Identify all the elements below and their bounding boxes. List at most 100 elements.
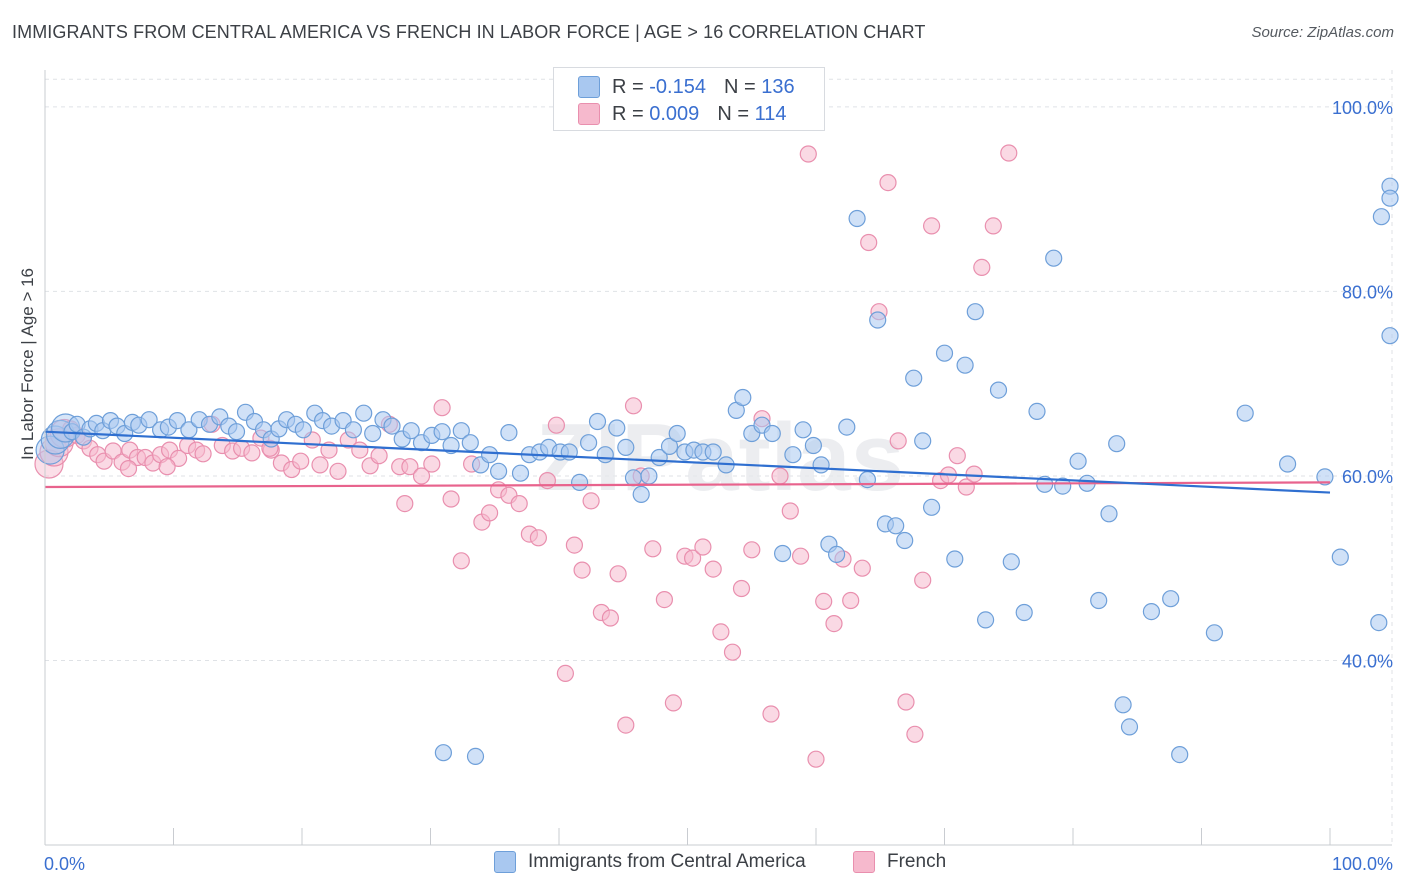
french-point [762,705,780,723]
central-america-point [976,611,995,629]
french-point [771,467,789,485]
central-america-point [632,485,650,503]
french-point [194,445,212,463]
french-point [401,458,419,476]
legend-n-label: N = [717,102,749,125]
legend-row-french: R = 0.009 N = 114 [578,101,786,127]
central-america-trend-line [44,430,1331,494]
central-america-point [1381,327,1399,345]
french-point [743,541,761,559]
central-america-point [887,517,905,535]
central-america-point [1114,696,1132,714]
central-america-point [956,356,974,374]
french-point [158,458,176,476]
french-point [860,233,878,252]
french-point [914,571,932,589]
central-america-point [946,550,964,568]
french-point [655,590,674,609]
trend-lines [44,430,1331,494]
bottom-legend-swatch-blue [494,851,516,873]
central-america-point [579,434,598,452]
central-america-point [858,471,877,489]
central-america-point [466,747,485,766]
french-point [396,495,414,513]
central-america-point [922,498,941,516]
central-america-point [935,344,954,362]
central-america-point [500,424,518,442]
central-america-point [1028,402,1046,420]
central-america-point [35,435,65,465]
central-america-point [1069,452,1087,470]
central-america-point [383,417,401,435]
central-america-point [660,437,679,455]
central-america-point [1372,208,1391,226]
central-america-point [1100,505,1118,523]
french-point [119,460,138,478]
french-point [601,609,620,627]
bottom-legend-french: French [853,851,946,873]
central-america-point [1278,455,1297,473]
central-america-point [227,423,246,441]
french-point [565,536,584,554]
central-america-point [1120,718,1139,736]
central-america-point [640,467,658,485]
central-america-point [1370,613,1388,632]
central-america-point [1142,602,1161,621]
bottom-legend-swatch-pink [853,851,875,873]
french-point [452,552,470,570]
french-point [799,145,817,163]
central-america-point [570,473,589,491]
central-america-point [838,418,856,436]
central-america-points [35,177,1399,766]
central-america-point [434,744,452,762]
french-point [1000,144,1018,162]
french-point [624,397,643,415]
central-america-point [617,438,635,456]
bottom-legend-central-america: Immigrants from Central America [494,851,806,873]
french-point [609,565,627,583]
french-point [889,432,907,450]
stats-legend: R = -0.154 N = 136 R = 0.009 N = 114 [553,67,825,131]
french-point [170,449,188,467]
central-america-point [168,412,186,430]
central-america-point [905,369,923,387]
french-point [825,614,843,633]
french-point [815,592,833,611]
french-point [807,750,825,768]
central-america-point [794,421,812,439]
central-america-point [734,388,752,407]
bottom-legend-label: Immigrants from Central America [528,851,806,872]
french-point [370,447,388,465]
central-america-point [490,462,508,480]
french-point [442,490,460,508]
central-america-point [608,419,626,437]
central-america-point [588,412,607,431]
chart-title: IMMIGRANTS FROM CENTRAL AMERICA VS FRENC… [12,22,926,42]
french-point [481,504,499,522]
central-america-point [827,545,846,564]
central-america-point [294,421,312,439]
central-america-point [1108,435,1126,453]
y-tick-label: 40.0% [1342,651,1393,671]
bottom-legend-label: French [887,851,947,872]
central-america-point [1054,477,1072,495]
central-america-point [481,446,499,464]
central-america-point [461,434,479,452]
legend-row-central-america: R = -0.154 N = 136 [578,74,795,100]
french-point [351,441,369,459]
central-america-point [704,443,722,461]
central-america-point [1015,603,1033,622]
central-america-point [804,436,823,455]
french-point [973,258,991,276]
french-point [965,465,983,483]
legend-swatch-blue [578,76,600,98]
legend-n-label: N = [723,75,756,98]
french-point [906,725,924,743]
central-america-point [869,311,887,329]
central-america-point [1090,591,1108,610]
french-point [984,217,1002,235]
french-point [311,456,329,474]
legend-r-value: -0.154 [649,75,706,98]
french-point [573,561,591,579]
